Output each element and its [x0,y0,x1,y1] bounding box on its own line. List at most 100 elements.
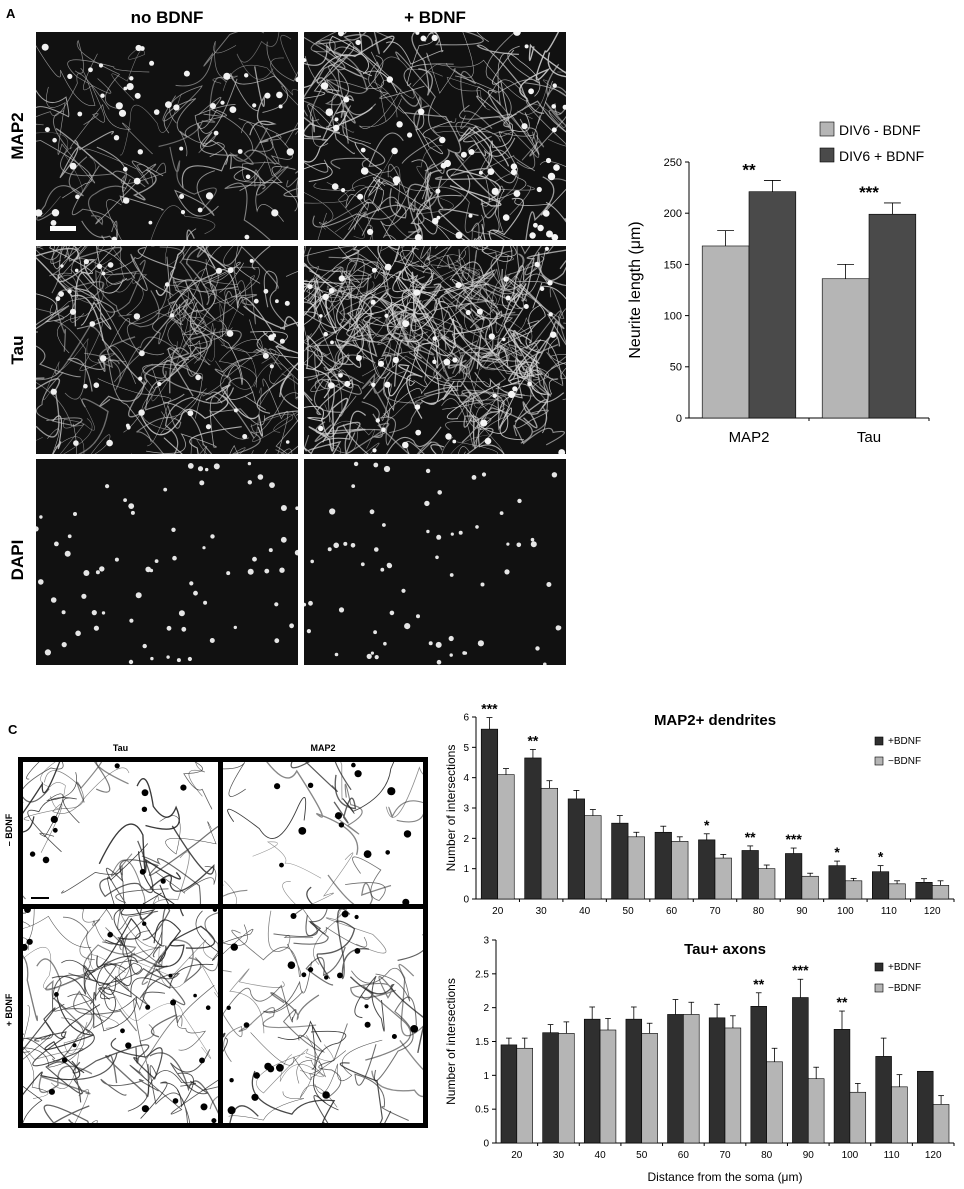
cell-soma [328,382,335,389]
cell-soma [160,878,166,884]
x-tick-label: 90 [803,1150,815,1161]
cell-soma [274,638,280,644]
neurite-fiber [304,159,329,173]
cell-soma [223,72,231,80]
neurite-fiber [32,1003,101,1067]
neurite-fiber [223,924,254,955]
neurite-fiber [202,259,244,316]
significance-marker: *** [785,831,802,847]
neurite-fiber [95,259,146,313]
neurite-fiber [544,101,566,133]
neurite-fiber [23,912,39,1022]
cell-soma [278,104,283,109]
neurite-fiber [96,146,164,211]
neurite-fiber [476,44,545,114]
cell-soma [523,304,529,309]
cell-soma [373,462,379,468]
cell-soma [72,1043,77,1048]
neurite-fiber [537,252,566,287]
neurite-fiber [426,301,471,341]
neurite-fiber [174,289,207,335]
neurite-fiber [413,292,439,369]
neurite-fiber [209,408,265,440]
neurite-fiber [363,442,380,454]
neurite-fiber [100,1078,159,1096]
neurite-fiber [223,889,248,897]
neurite-fiber [318,211,374,240]
neurite-fiber [385,766,423,818]
cell-soma [200,1103,208,1111]
y-axis-label: Number of intersections [444,978,458,1105]
cell-soma [275,299,279,304]
cell-soma [267,1065,275,1073]
cell-soma [546,230,553,238]
cell-soma [341,188,346,193]
neurite-fiber [354,141,383,204]
cell-soma [99,355,107,362]
cell-soma [363,850,372,858]
x-tick-label: 60 [666,906,678,917]
cell-soma [437,490,442,495]
cell-soma [337,972,343,979]
cell-soma [402,441,409,449]
neurite-fiber [36,308,87,400]
cell-soma [435,641,442,648]
cell-soma [138,376,143,381]
neurite-fiber [169,146,217,211]
neurite-fiber [36,132,96,198]
neurite-fiber [302,909,368,948]
cell-soma [195,374,201,381]
neurite-fiber [458,267,527,335]
cell-soma [371,267,377,273]
cell-soma [468,149,475,155]
cell-soma [301,972,307,978]
cell-soma [142,643,147,649]
cell-soma [75,630,81,637]
neurite-fiber [354,1044,409,1121]
neurite-fiber [270,57,298,146]
micrograph-dapi-no-bdnf [36,459,298,665]
cell-soma [551,472,558,478]
cell-soma [227,1106,236,1115]
cell-soma [264,92,271,99]
neurite-fiber [450,434,489,454]
neurite-fiber [106,300,176,385]
neurite-fiber [36,371,61,381]
cell-soma [263,288,269,294]
neurite-fiber [387,364,423,419]
cell-soma [74,268,79,273]
neurite-fiber [304,246,355,257]
neurite-fiber [342,424,442,454]
cell-soma [233,625,237,630]
bar-b [766,1061,783,1144]
neurite-fiber [304,278,317,318]
neurite-fiber [54,434,111,454]
x-tick-label: 120 [924,906,941,917]
cell-soma [211,1118,217,1123]
neurite-fiber [460,79,566,144]
neurite-fiber [183,762,213,810]
neurite-fiber [249,66,277,136]
neurite-fiber [36,140,93,199]
neurite-fiber [82,941,137,985]
neurite-fiber [36,305,70,333]
cell-soma [29,851,36,857]
neurite-fiber [283,177,298,199]
neurite-fiber [23,770,84,821]
neurite-fiber [60,397,95,454]
neurite-fiber [415,145,454,215]
neurite-fiber [87,246,116,276]
cell-soma [389,610,395,616]
cell-soma [271,209,279,217]
neurite-fiber [207,297,244,362]
neurite-fiber [501,268,565,374]
neurite-fiber [266,762,359,856]
bar-b [540,787,558,900]
cell-soma [227,267,234,274]
neurite-fiber [519,32,560,100]
bar-b [714,857,732,900]
y-axis-label: Number of intersections [444,745,458,872]
cell-soma [350,543,356,548]
cell-soma [439,136,446,144]
cell-soma [106,439,113,447]
